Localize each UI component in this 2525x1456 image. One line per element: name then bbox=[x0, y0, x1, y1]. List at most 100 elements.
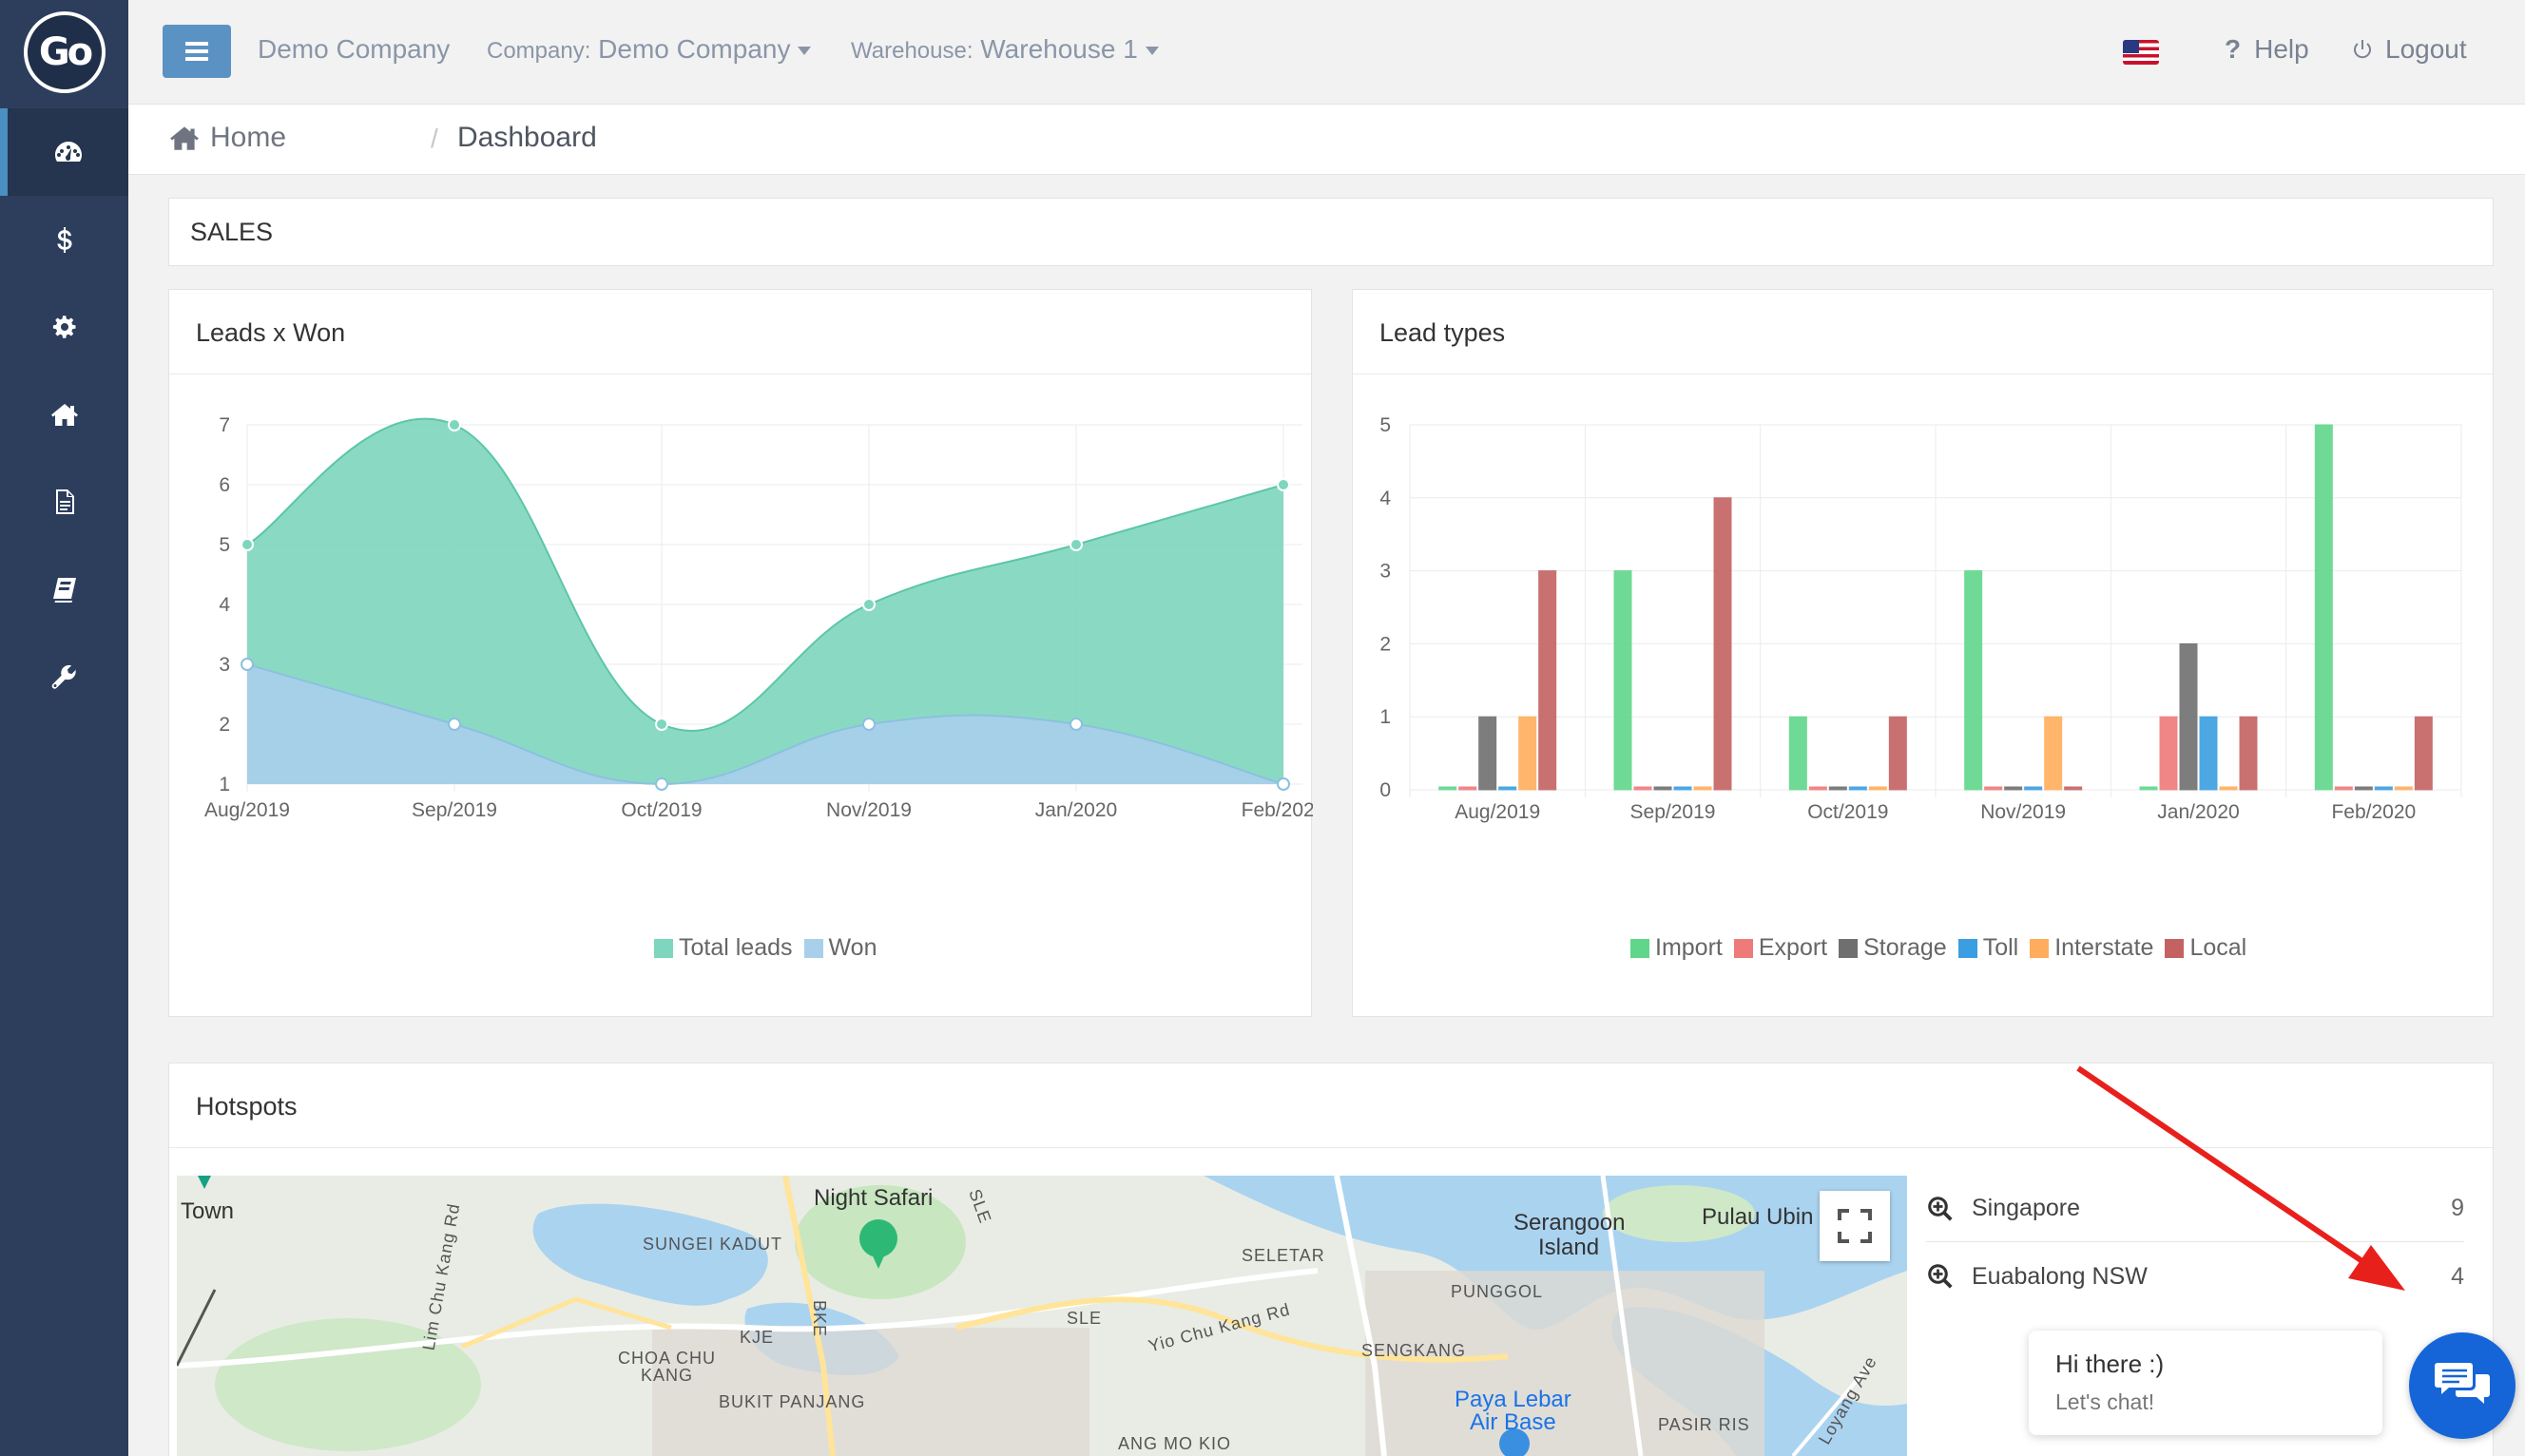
chevron-down-icon bbox=[1145, 47, 1159, 56]
bar-interstate bbox=[2394, 786, 2413, 791]
point-won bbox=[655, 777, 668, 791]
company-selector[interactable]: Company: Demo Company bbox=[487, 34, 812, 65]
chat-cta: Let's chat! bbox=[2055, 1389, 2155, 1414]
zoom-in-icon bbox=[1928, 1264, 1953, 1289]
chevron-down-icon bbox=[798, 47, 812, 56]
app-logo[interactable]: Go bbox=[24, 11, 106, 93]
area-won bbox=[247, 664, 1283, 784]
breadcrumb-home[interactable]: Home bbox=[168, 122, 286, 154]
map-label-sengkang: SENGKANG bbox=[1361, 1341, 1467, 1360]
map-label-island: Island bbox=[1538, 1235, 1600, 1260]
point-total-leads bbox=[655, 718, 668, 731]
map-label-kje: KJE bbox=[740, 1328, 775, 1347]
y-tick-label: 1 bbox=[219, 774, 230, 795]
legend-label-export[interactable]: Export bbox=[1758, 934, 1828, 961]
bar-toll bbox=[1498, 786, 1517, 791]
question-icon: ? bbox=[2225, 34, 2242, 64]
legend-label-toll[interactable]: Toll bbox=[1982, 934, 2019, 961]
bar-toll bbox=[2024, 786, 2043, 791]
legend-label-storage[interactable]: Storage bbox=[1863, 934, 1947, 961]
bar-local bbox=[1538, 570, 1557, 791]
x-tick-label: Nov/2019 bbox=[826, 799, 912, 821]
logo-text: Go bbox=[38, 30, 93, 74]
map-label-sle-2: SLE bbox=[1067, 1309, 1103, 1328]
legend-label-interstate[interactable]: Interstate bbox=[2054, 934, 2154, 961]
warehouse-selector[interactable]: Warehouse: Warehouse 1 bbox=[851, 34, 1159, 65]
bar-toll bbox=[2199, 716, 2218, 791]
sidebar-item-book[interactable] bbox=[0, 546, 128, 633]
y-tick-label: 2 bbox=[219, 714, 230, 736]
help-link[interactable]: ? Help bbox=[2225, 34, 2309, 65]
legend-label-local[interactable]: Local bbox=[2189, 934, 2247, 961]
hotspot-name: Singapore bbox=[1972, 1195, 2080, 1221]
map-label-paya-lebar: Paya Lebar bbox=[1455, 1387, 1571, 1412]
bar-export bbox=[1458, 786, 1477, 791]
sidebar-item-documents[interactable] bbox=[0, 458, 128, 546]
logout-label: Logout bbox=[2385, 34, 2467, 64]
map-label-pulau-ubin: Pulau Ubin bbox=[1702, 1204, 1814, 1230]
y-tick-label: 5 bbox=[1379, 414, 1391, 436]
gear-icon bbox=[52, 316, 75, 338]
map-label-bukit-panjang: BUKIT PANJANG bbox=[719, 1392, 866, 1411]
legend-swatch-export bbox=[1733, 938, 1753, 958]
legend-swatch-storage bbox=[1839, 938, 1859, 958]
sidebar-item-dashboard[interactable] bbox=[0, 108, 128, 196]
legend-label-total-leads[interactable]: Total leads bbox=[679, 934, 793, 961]
fullscreen-icon bbox=[1838, 1209, 1872, 1243]
hotspot-item-singapore[interactable]: Singapore 9 bbox=[1926, 1176, 2464, 1242]
sidebar-item-sales[interactable] bbox=[0, 196, 128, 283]
chat-launcher-button[interactable] bbox=[2409, 1332, 2515, 1439]
y-tick-label: 4 bbox=[219, 594, 230, 616]
us-flag-icon[interactable] bbox=[2123, 40, 2159, 65]
y-tick-label: 0 bbox=[1379, 779, 1391, 801]
legend-label-import[interactable]: Import bbox=[1655, 934, 1723, 961]
bar-interstate bbox=[2219, 786, 2238, 791]
bar-export bbox=[2334, 786, 2353, 791]
x-tick-label: Sep/2019 bbox=[1630, 801, 1716, 823]
map-label-pasir-ris: PASIR RIS bbox=[1658, 1415, 1750, 1434]
lead-types-panel: Lead types 0 1 2 3 4 5 Aug/2019 Sep/2019 Oct/201… bbox=[1352, 289, 2494, 1017]
bar-storage bbox=[1653, 786, 1672, 791]
line-won bbox=[246, 663, 1284, 786]
breadcrumb-separator: / bbox=[431, 124, 438, 153]
bar-local bbox=[1713, 497, 1732, 791]
point-won bbox=[1277, 777, 1290, 791]
bar-toll bbox=[2374, 786, 2393, 791]
sales-section-header: SALES bbox=[168, 198, 2494, 266]
chat-greeting-bubble[interactable]: Hi there :) Let's chat! bbox=[2029, 1331, 2382, 1435]
breadcrumb-home-label: Home bbox=[210, 122, 287, 153]
hotspots-map[interactable]: Town Night Safari SUNGEI KADUT SELETAR S… bbox=[177, 1176, 1907, 1456]
help-label: Help bbox=[2254, 34, 2309, 64]
menu-toggle-button[interactable] bbox=[163, 25, 231, 78]
bar-storage bbox=[1828, 786, 1847, 791]
bar-toll bbox=[1673, 786, 1692, 791]
breadcrumb-current: Dashboard bbox=[457, 122, 597, 153]
company-value: Demo Company bbox=[598, 34, 791, 64]
logout-link[interactable]: Logout bbox=[2351, 34, 2467, 65]
legend-label-won[interactable]: Won bbox=[828, 934, 877, 961]
point-total-leads bbox=[241, 538, 254, 551]
warehouse-value: Warehouse 1 bbox=[980, 34, 1138, 64]
bar-export bbox=[1633, 786, 1652, 791]
point-won bbox=[448, 718, 461, 731]
sidebar-item-settings[interactable] bbox=[0, 283, 128, 371]
y-tick-label: 6 bbox=[219, 474, 230, 496]
map-label-sungei-kadut: SUNGEI KADUT bbox=[643, 1235, 783, 1254]
top-bar: Demo Company Company: Demo Company Wareh… bbox=[128, 0, 2525, 105]
x-tick-label: Nov/2019 bbox=[1980, 801, 2066, 823]
map-label-serangoon: Serangoon bbox=[1513, 1210, 1626, 1236]
bar-local bbox=[2239, 716, 2258, 791]
legend-swatch-total-leads bbox=[654, 938, 673, 958]
map-label-punggol: PUNGGOL bbox=[1451, 1282, 1544, 1301]
y-tick-label: 3 bbox=[1379, 561, 1391, 583]
map-label-air-base: Air Base bbox=[1470, 1409, 1556, 1435]
bar-import bbox=[1788, 716, 1807, 791]
sales-title: SALES bbox=[190, 218, 274, 246]
sidebar-item-home[interactable] bbox=[0, 371, 128, 458]
sidebar-item-tools[interactable] bbox=[0, 633, 128, 720]
company-name: Demo Company bbox=[258, 34, 451, 64]
map-fullscreen-button[interactable] bbox=[1820, 1191, 1890, 1261]
hotspot-item-euabalong[interactable]: Euabalong NSW 4 bbox=[1926, 1243, 2464, 1310]
legend-swatch-import bbox=[1630, 938, 1649, 958]
home-icon bbox=[50, 404, 78, 426]
